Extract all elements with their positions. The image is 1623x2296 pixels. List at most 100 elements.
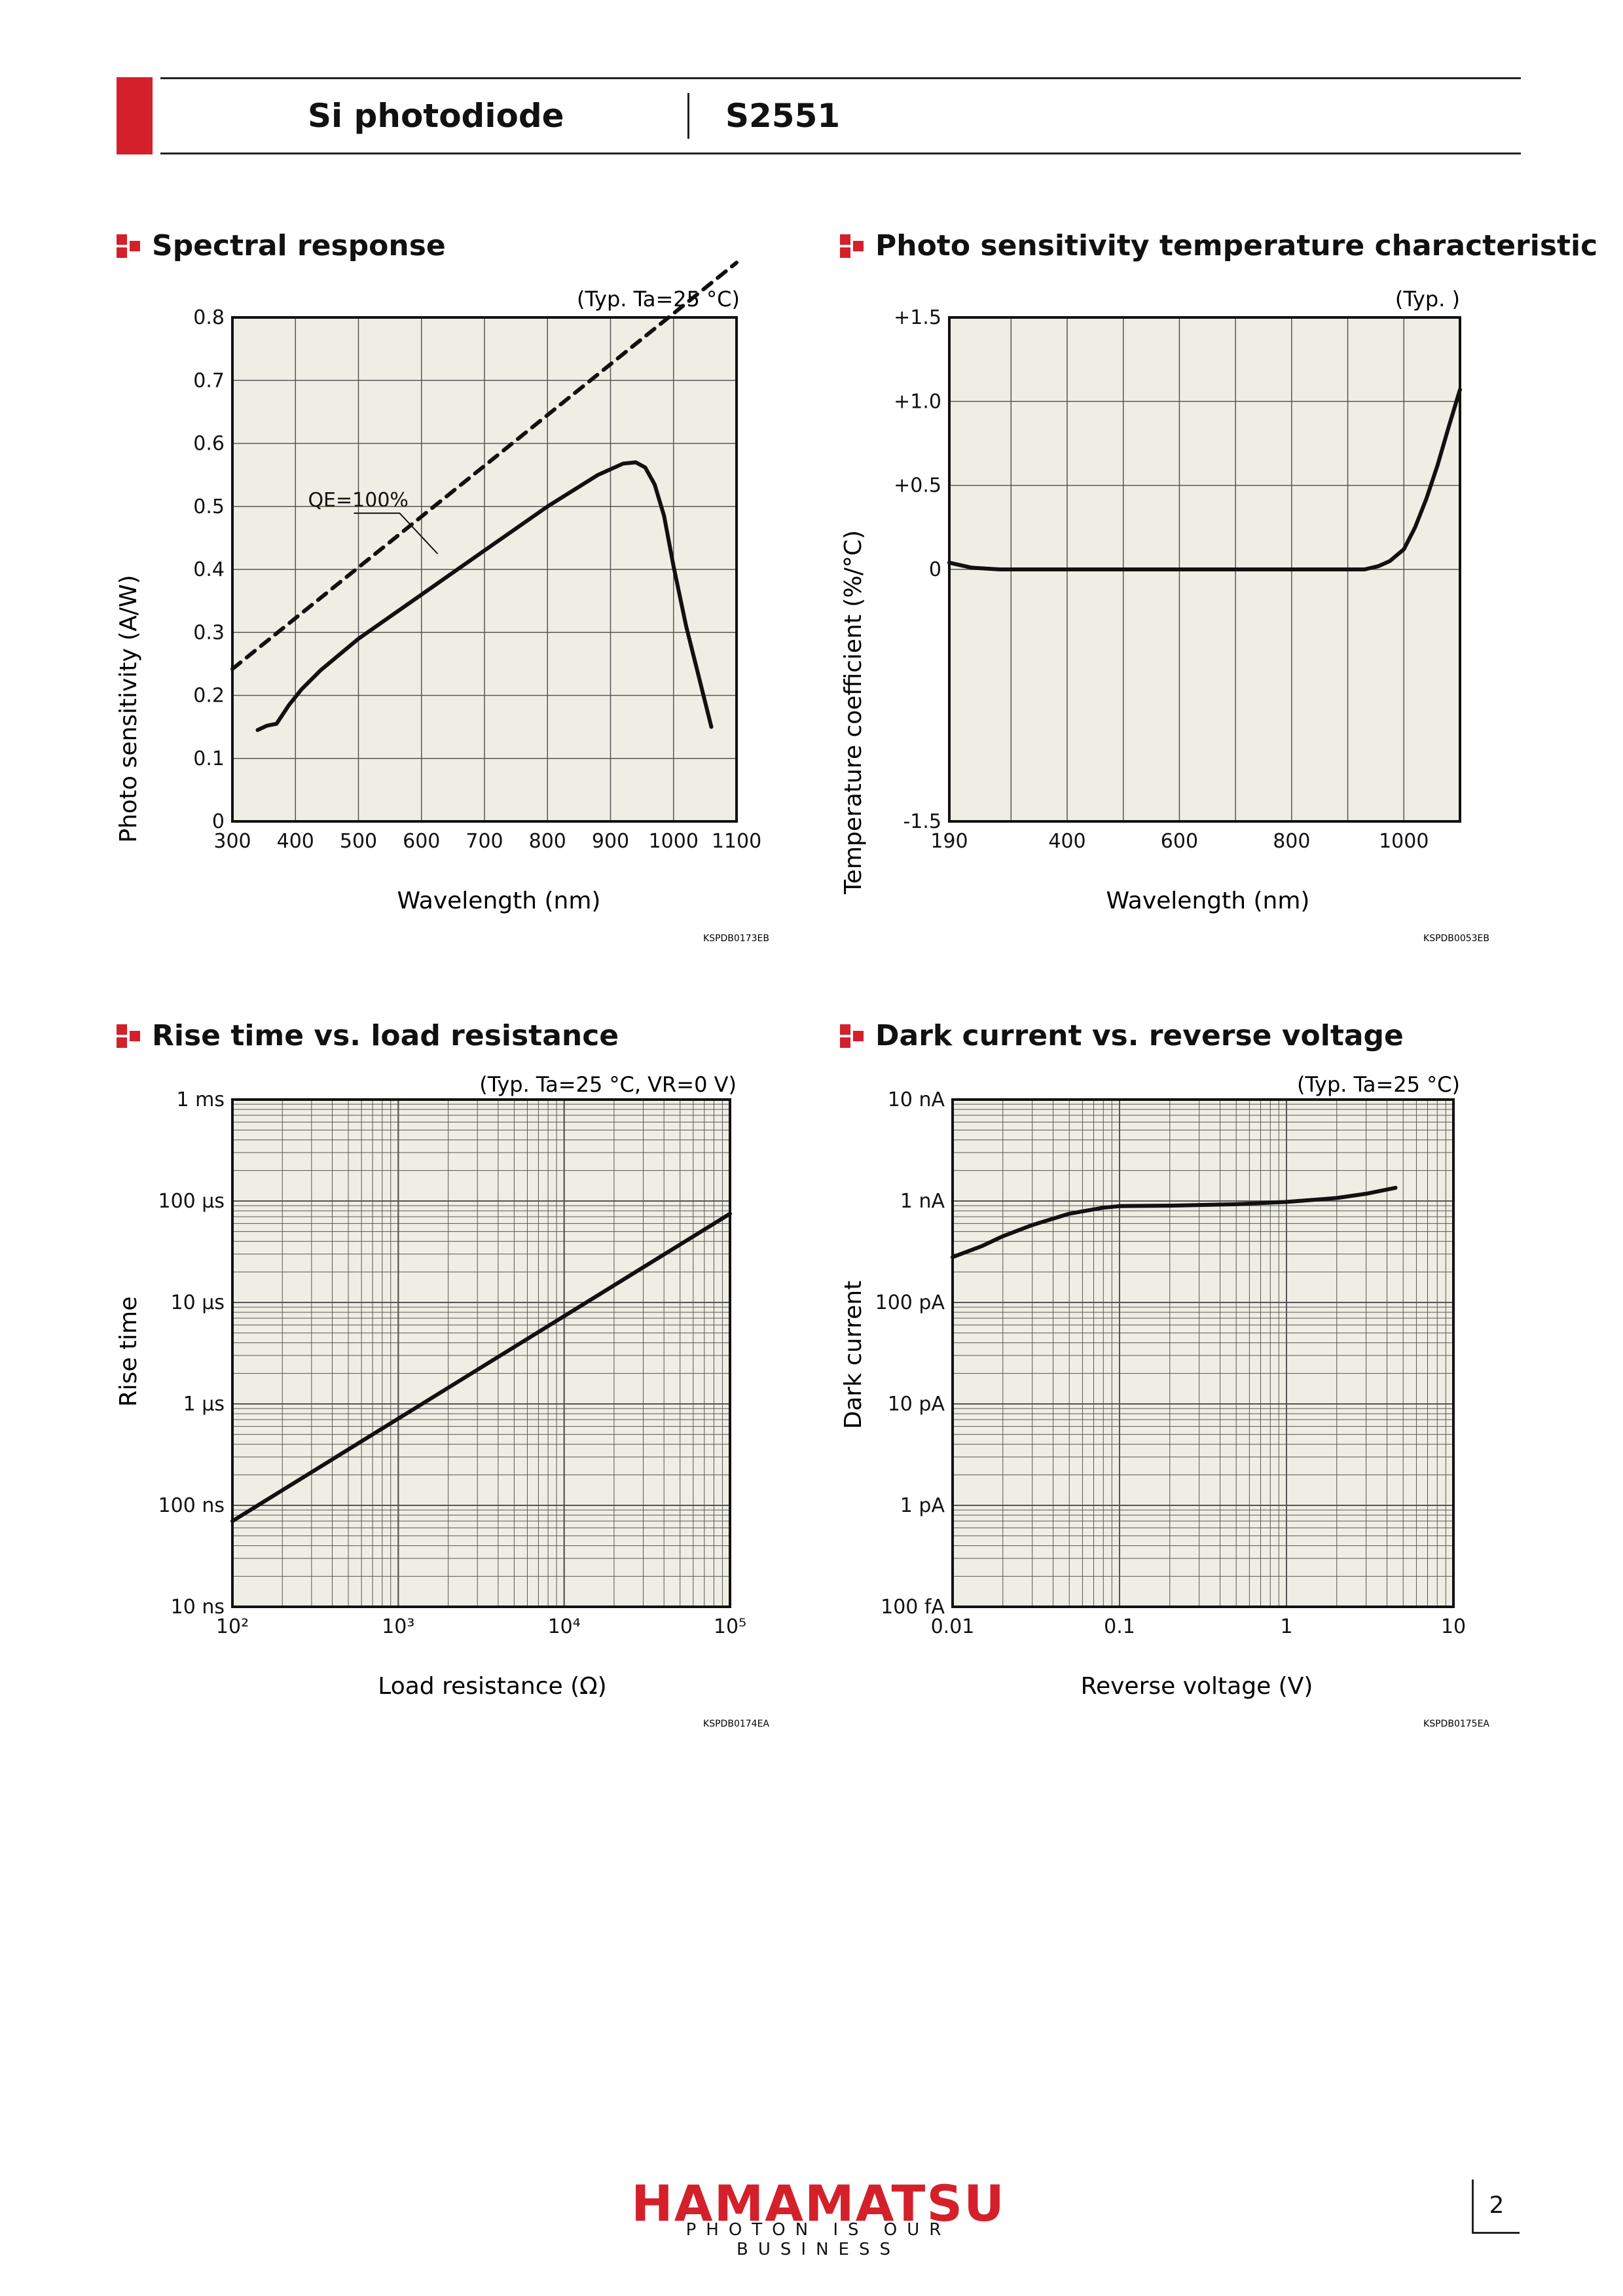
x-axis-label: Load resistance (Ω) xyxy=(378,1673,606,1700)
series-line xyxy=(230,1211,732,1523)
section-title-text: Dark current vs. reverse voltage xyxy=(875,1019,1404,1052)
y-axis-label: Dark current xyxy=(840,1281,867,1429)
x-axis-label: Wavelength (nm) xyxy=(1106,888,1310,914)
figure-code: KSPDB0053EB xyxy=(1423,933,1489,944)
x-tick-label: 800 xyxy=(1273,830,1310,853)
x-axis-label: Reverse voltage (V) xyxy=(1081,1673,1313,1700)
x-tick-label: 190 xyxy=(930,830,968,853)
y-tick-label: -1.5 xyxy=(903,810,941,833)
section-title-text: Rise time vs. load resistance xyxy=(152,1019,619,1052)
y-tick-label: 10 nA xyxy=(888,1088,945,1111)
section-title-spectral: Spectral response xyxy=(117,226,446,266)
header-top-rule xyxy=(160,77,1521,79)
x-tick-label: 1100 xyxy=(712,830,761,853)
x-tick-label: 600 xyxy=(1161,830,1198,853)
product-type: Si photodiode xyxy=(308,97,564,135)
y-tick-label: 10 µs xyxy=(171,1291,225,1314)
x-tick-label: 1 xyxy=(1280,1615,1292,1638)
x-tick-label: 0.1 xyxy=(1104,1615,1135,1638)
y-tick-label: 0.2 xyxy=(193,685,225,708)
y-tick-label: +0.5 xyxy=(894,475,941,497)
spectral-response-chart: (Typ. Ta=25 °C) 300 400 500 600 700 800 900 100… xyxy=(115,260,769,944)
section-bullet-icon xyxy=(840,1024,864,1048)
x-tick-label: 600 xyxy=(403,830,440,853)
y-tick-label: 100 fA xyxy=(881,1596,945,1619)
dark-current-chart: (Typ. Ta=25 °C) 0.01 0.1 1 10 100 fA 1 pA 10 p… xyxy=(840,1072,1489,1729)
header-separator xyxy=(687,93,689,139)
y-tick-label: 100 µs xyxy=(158,1190,225,1213)
y-tick-label: 0.5 xyxy=(193,495,225,518)
page-number: 2 xyxy=(1472,2179,1520,2234)
plot-frame xyxy=(948,316,1461,823)
x-tick-label: 10² xyxy=(216,1615,249,1638)
x-tick-label: 900 xyxy=(592,830,629,853)
figure-code: KSPDB0174EA xyxy=(703,1719,769,1729)
annotation-leader xyxy=(354,512,439,554)
plot-area xyxy=(953,1100,1453,1607)
section-title-risetime: Rise time vs. load resistance xyxy=(117,1016,619,1056)
x-tick-label: 700 xyxy=(465,830,503,853)
y-tick-label: 0.4 xyxy=(193,558,225,581)
y-tick-label: 1 pA xyxy=(900,1494,945,1517)
chart-condition: (Typ. ) xyxy=(1395,287,1460,312)
y-tick-label: 10 pA xyxy=(888,1393,945,1416)
y-tick-label: 0.3 xyxy=(193,621,225,644)
y-tick-label: 0.7 xyxy=(193,369,225,392)
y-axis-label: Photo sensitivity (A/W) xyxy=(115,575,142,842)
y-tick-label: 1 nA xyxy=(900,1190,945,1213)
section-title-text: Spectral response xyxy=(152,229,446,262)
header-accent-bar xyxy=(117,77,153,154)
y-tick-label: 0.8 xyxy=(193,306,225,329)
chart-condition: (Typ. Ta=25 °C, VR=0 V) xyxy=(479,1072,737,1097)
y-axis-label: Temperature coefficient (%/°C) xyxy=(840,530,867,895)
brand-tagline: PHOTON IS OUR BUSINESS xyxy=(685,2220,951,2259)
y-tick-label: 100 ns xyxy=(158,1494,225,1517)
figure-code: KSPDB0173EB xyxy=(703,933,769,944)
x-tick-label: 800 xyxy=(529,830,566,853)
y-tick-label: 0 xyxy=(929,558,941,581)
rise-time-chart: (Typ. Ta=25 °C, VR=0 V) 10² 10³ 10⁴ 10⁵ 10 n… xyxy=(115,1072,769,1729)
hamamatsu-logo: HAMAMATSU xyxy=(631,2174,1006,2233)
section-title-dark: Dark current vs. reverse voltage xyxy=(840,1016,1404,1056)
section-bullet-icon xyxy=(117,1024,140,1048)
x-tick-label: 500 xyxy=(340,830,377,853)
plot-frame xyxy=(231,316,738,823)
header-bottom-rule xyxy=(160,152,1521,154)
x-tick-label: 0.01 xyxy=(931,1615,975,1638)
x-tick-label: 10⁴ xyxy=(548,1615,581,1638)
series-line xyxy=(947,387,1462,571)
y-tick-label: 0.1 xyxy=(193,747,225,770)
y-tick-label: +1.5 xyxy=(894,306,941,329)
section-bullet-icon xyxy=(117,234,140,258)
y-tick-label: 1 ms xyxy=(177,1088,225,1111)
qe-annotation: QE=100% xyxy=(308,489,408,512)
plot-area xyxy=(232,1100,730,1607)
y-tick-label: 100 pA xyxy=(875,1291,945,1314)
x-tick-label: 1000 xyxy=(1379,830,1429,853)
series-line-dashed xyxy=(230,260,739,672)
section-bullet-icon xyxy=(840,234,864,258)
x-axis-label: Wavelength (nm) xyxy=(397,888,601,914)
section-title-text: Photo sensitivity temperature characteri… xyxy=(875,229,1598,262)
chart-condition: (Typ. Ta=25 °C) xyxy=(1297,1072,1460,1097)
y-tick-label: 0.6 xyxy=(193,433,225,456)
y-tick-label: 0 xyxy=(212,810,225,833)
series-line xyxy=(255,460,714,732)
y-tick-label: 10 ns xyxy=(171,1596,225,1619)
y-axis-label: Rise time xyxy=(115,1297,142,1407)
x-tick-label: 400 xyxy=(277,830,314,853)
x-tick-label: 10³ xyxy=(382,1615,414,1638)
y-tick-label: +1.0 xyxy=(894,390,941,413)
product-model: S2551 xyxy=(725,97,841,135)
y-tick-label: 1 µs xyxy=(183,1393,225,1416)
section-title-tempchar: Photo sensitivity temperature characteri… xyxy=(840,226,1597,266)
x-tick-label: 400 xyxy=(1048,830,1085,853)
x-tick-label: 1000 xyxy=(649,830,699,853)
chart-condition: (Typ. Ta=25 °C) xyxy=(577,287,740,312)
x-tick-label: 10 xyxy=(1441,1615,1466,1638)
series-line xyxy=(951,1185,1398,1259)
plot-frame xyxy=(951,1098,1455,1608)
x-tick-label: 10⁵ xyxy=(714,1615,746,1638)
temperature-characteristic-chart: (Typ. ) 190 400 600 800 1000 -1.5 0 +0.5 +1.0 +1.… xyxy=(840,287,1489,944)
x-tick-label: 300 xyxy=(213,830,251,853)
